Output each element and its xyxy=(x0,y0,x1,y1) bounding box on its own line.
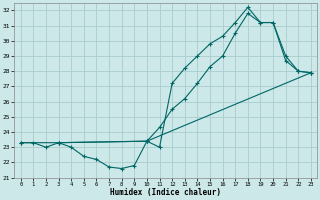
X-axis label: Humidex (Indice chaleur): Humidex (Indice chaleur) xyxy=(110,188,221,197)
